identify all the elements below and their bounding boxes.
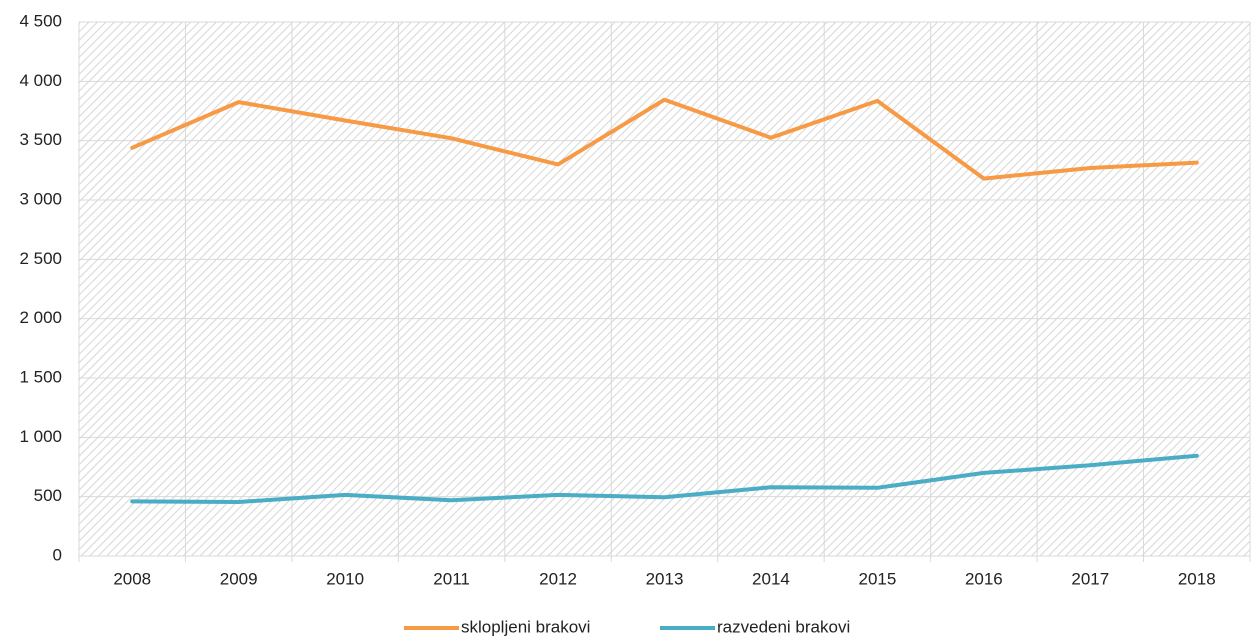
- y-tick-label: 1 500: [19, 367, 62, 386]
- y-tick-label: 2 000: [19, 308, 62, 327]
- y-tick-label: 1 000: [19, 427, 62, 446]
- series-line: [130, 97, 1199, 181]
- y-tick-label: 3 000: [19, 189, 62, 208]
- legend-label: razvedeni brakovi: [717, 617, 850, 636]
- x-tick-label: 2014: [752, 569, 790, 588]
- x-tick-label: 2008: [113, 569, 151, 588]
- y-tick-label: 0: [53, 545, 62, 564]
- y-tick-label: 500: [34, 486, 62, 505]
- y-tick-label: 4 500: [19, 11, 62, 30]
- legend-label: sklopljeni brakovi: [461, 617, 590, 636]
- x-tick-label: 2018: [1178, 569, 1216, 588]
- x-tick-label: 2010: [326, 569, 364, 588]
- y-tick-label: 3 500: [19, 130, 62, 149]
- x-tick-label: 2016: [965, 569, 1003, 588]
- x-tick-label: 2012: [539, 569, 577, 588]
- series-line: [130, 453, 1199, 504]
- x-tick-label: 2011: [433, 569, 470, 588]
- x-tick-label: 2009: [220, 569, 258, 588]
- y-tick-label: 4 000: [19, 71, 62, 90]
- plot-background: [79, 22, 1250, 556]
- y-tick-label: 2 500: [19, 249, 62, 268]
- x-tick-label: 2017: [1071, 569, 1109, 588]
- x-tick-label: 2013: [646, 569, 684, 588]
- x-tick-label: 2015: [858, 569, 896, 588]
